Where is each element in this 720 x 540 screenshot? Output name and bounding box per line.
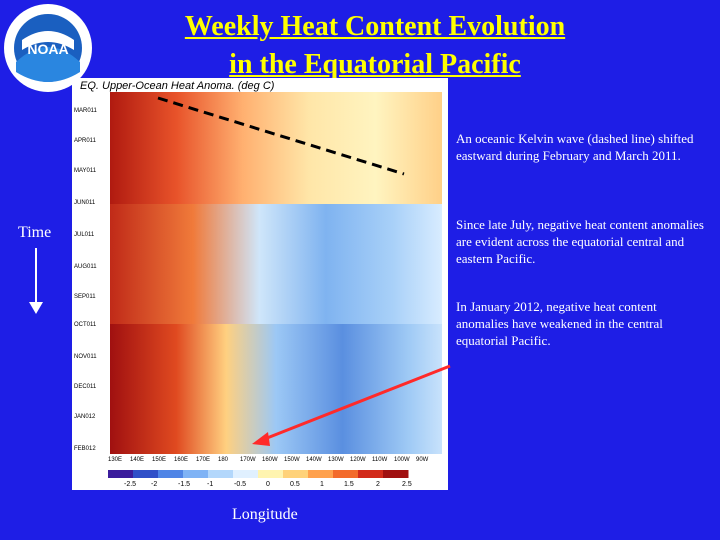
note-negative-anomalies: Since late July, negative heat content a… <box>456 217 704 266</box>
colorbar-swatch <box>308 470 334 478</box>
colorbar-swatch <box>183 470 209 478</box>
x-tick: 170E <box>196 457 211 463</box>
colorbar-tick: -0.5 <box>234 481 247 488</box>
title-line-2: in the Equatorial Pacific <box>229 49 521 80</box>
colorbar-swatch <box>233 470 259 478</box>
colorbar-tick: 0 <box>266 481 270 488</box>
x-tick: 180 <box>218 457 229 463</box>
note-january-2012: In January 2012, negative heat content a… <box>456 299 663 348</box>
y-tick: AUG011 <box>74 264 97 270</box>
y-tick: MAR011 <box>74 108 97 114</box>
x-tick: 170W <box>240 457 256 463</box>
x-tick: 160E <box>174 457 189 463</box>
colorbar-tick: 1 <box>320 481 324 488</box>
x-tick: 120W <box>350 457 366 463</box>
y-tick: JUL011 <box>74 232 95 238</box>
x-tick: 110W <box>372 457 388 463</box>
x-tick: 100W <box>394 457 410 463</box>
colorbar-tick: 0.5 <box>290 481 300 488</box>
y-tick: JAN012 <box>74 414 96 420</box>
y-tick: APR011 <box>74 138 96 144</box>
kelvin-wave-dashed-line <box>157 96 405 176</box>
svg-text:NOAA: NOAA <box>27 41 68 57</box>
colorbar <box>108 470 409 478</box>
colorbar-tick: -1 <box>207 481 214 488</box>
noaa-logo: NOAA <box>4 4 92 92</box>
x-tick: 130E <box>108 457 123 463</box>
y-tick: NOV011 <box>74 354 97 360</box>
colorbar-tick: -2 <box>151 481 158 488</box>
x-tick: 130W <box>328 457 344 463</box>
x-tick: 140E <box>130 457 145 463</box>
y-tick: FEB012 <box>74 446 96 452</box>
colorbar-tick: -2.5 <box>124 481 137 488</box>
page-title: Weekly Heat Content Evolution in the Equ… <box>150 8 600 84</box>
colorbar-swatch <box>333 470 359 478</box>
longitude-axis-label: Longitude <box>232 506 298 523</box>
y-tick: MAY011 <box>74 168 97 174</box>
colorbar-swatch <box>158 470 184 478</box>
colorbar-swatch <box>133 470 159 478</box>
x-tick: 140W <box>306 457 322 463</box>
x-tick: 160W <box>262 457 278 463</box>
x-tick: 150W <box>284 457 300 463</box>
colorbar-tick: 2.5 <box>402 481 412 488</box>
colorbar-swatch <box>283 470 309 478</box>
note-kelvin-wave: An oceanic Kelvin wave (dashed line) shi… <box>456 131 694 163</box>
x-tick: 90W <box>416 457 429 463</box>
title-line-1: Weekly Heat Content Evolution <box>184 11 566 42</box>
colorbar-swatch <box>258 470 284 478</box>
time-axis-label: Time <box>18 224 52 241</box>
colorbar-swatch <box>383 470 409 478</box>
colorbar-swatch <box>108 470 134 478</box>
hovmoller-plot <box>108 92 442 478</box>
y-tick: DEC011 <box>74 384 97 390</box>
y-tick: JUN011 <box>74 200 96 206</box>
colorbar-tick: 1.5 <box>344 481 354 488</box>
y-tick: OCT011 <box>74 322 97 328</box>
y-tick: SEP011 <box>74 294 96 300</box>
colorbar-tick: 2 <box>376 481 380 488</box>
colorbar-swatch <box>358 470 384 478</box>
down-arrow-icon <box>29 248 43 314</box>
plot-title: EQ. Upper-Ocean Heat Anoma. (deg C) <box>80 80 275 92</box>
x-tick: 150E <box>152 457 167 463</box>
colorbar-swatch <box>208 470 234 478</box>
colorbar-tick: -1.5 <box>178 481 191 488</box>
